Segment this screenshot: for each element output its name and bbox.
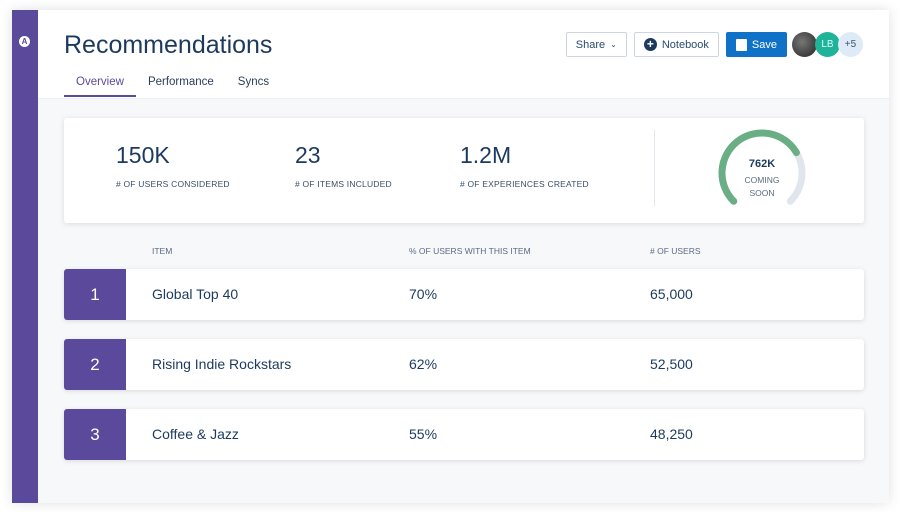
notebook-label: Notebook xyxy=(661,38,709,51)
rank-badge: 1 xyxy=(64,269,126,320)
avatar[interactable]: LB xyxy=(815,32,840,57)
rank-badge: 3 xyxy=(64,409,126,460)
chevron-down-icon: ⌄ xyxy=(610,40,617,49)
page-header: Recommendations Overview Performance Syn… xyxy=(38,10,889,99)
collaborators: LB +5 xyxy=(792,32,863,57)
column-header-users: # OF USERS xyxy=(650,246,701,256)
sidebar: A xyxy=(12,10,38,503)
stat-experiences: 1.2M # OF EXPERIENCES CREATED xyxy=(460,142,589,189)
gauge: 762K COMING SOON xyxy=(712,128,812,218)
floppy-disk-icon xyxy=(735,38,747,51)
item-percent: 62% xyxy=(409,356,438,372)
tab-bar: Overview Performance Syncs xyxy=(64,76,281,97)
item-percent: 55% xyxy=(409,426,438,442)
plus-circle-icon: + xyxy=(643,38,657,51)
column-header-item: ITEM xyxy=(152,246,173,256)
item-name: Global Top 40 xyxy=(152,286,239,302)
notebook-button[interactable]: + Notebook xyxy=(633,32,719,57)
gauge-line1: COMING xyxy=(744,175,780,185)
table-row[interactable]: 3 Coffee & Jazz 55% 48,250 xyxy=(64,409,864,460)
share-button[interactable]: Share ⌄ xyxy=(565,32,627,57)
stat-items: 23 # OF ITEMS INCLUDED xyxy=(295,142,392,189)
stat-value: 150K xyxy=(116,142,170,168)
share-label: Share xyxy=(575,38,606,51)
item-name: Rising Indie Rockstars xyxy=(152,356,292,372)
more-collaborators-badge[interactable]: +5 xyxy=(838,32,863,57)
app-logo-icon[interactable]: A xyxy=(19,36,30,47)
item-users: 48,250 xyxy=(650,426,693,442)
save-button[interactable]: Save xyxy=(725,32,787,57)
stat-value: 1.2M xyxy=(460,142,512,168)
stat-value: 23 xyxy=(295,142,321,168)
stat-label: # OF ITEMS INCLUDED xyxy=(295,179,392,189)
tab-performance[interactable]: Performance xyxy=(147,76,214,88)
divider xyxy=(654,130,655,206)
save-label: Save xyxy=(751,38,777,51)
app-window: A Recommendations Overview Performance S… xyxy=(12,10,889,503)
item-users: 65,000 xyxy=(650,286,693,302)
header-actions: Share ⌄ + Notebook Save LB +5 xyxy=(565,32,863,57)
item-name: Coffee & Jazz xyxy=(152,426,239,442)
stat-users: 150K # OF USERS CONSIDERED xyxy=(116,142,230,189)
table-row[interactable]: 2 Rising Indie Rockstars 62% 52,500 xyxy=(64,339,864,390)
tab-overview[interactable]: Overview xyxy=(64,76,136,97)
stat-label: # OF EXPERIENCES CREATED xyxy=(460,179,589,189)
item-percent: 70% xyxy=(409,286,438,302)
column-header-percent: % OF USERS WITH THIS ITEM xyxy=(409,246,531,256)
page-title: Recommendations xyxy=(64,31,273,59)
table-row[interactable]: 1 Global Top 40 70% 65,000 xyxy=(64,269,864,320)
gauge-value: 762K xyxy=(748,158,776,170)
stat-label: # OF USERS CONSIDERED xyxy=(116,179,230,189)
gauge-fill xyxy=(718,129,800,205)
item-users: 52,500 xyxy=(650,356,693,372)
gauge-line2: SOON xyxy=(749,188,775,198)
rank-badge: 2 xyxy=(64,339,126,390)
stats-card: 150K # OF USERS CONSIDERED 23 # OF ITEMS I… xyxy=(64,118,864,223)
avatar[interactable] xyxy=(792,32,817,57)
tab-syncs[interactable]: Syncs xyxy=(237,76,270,88)
